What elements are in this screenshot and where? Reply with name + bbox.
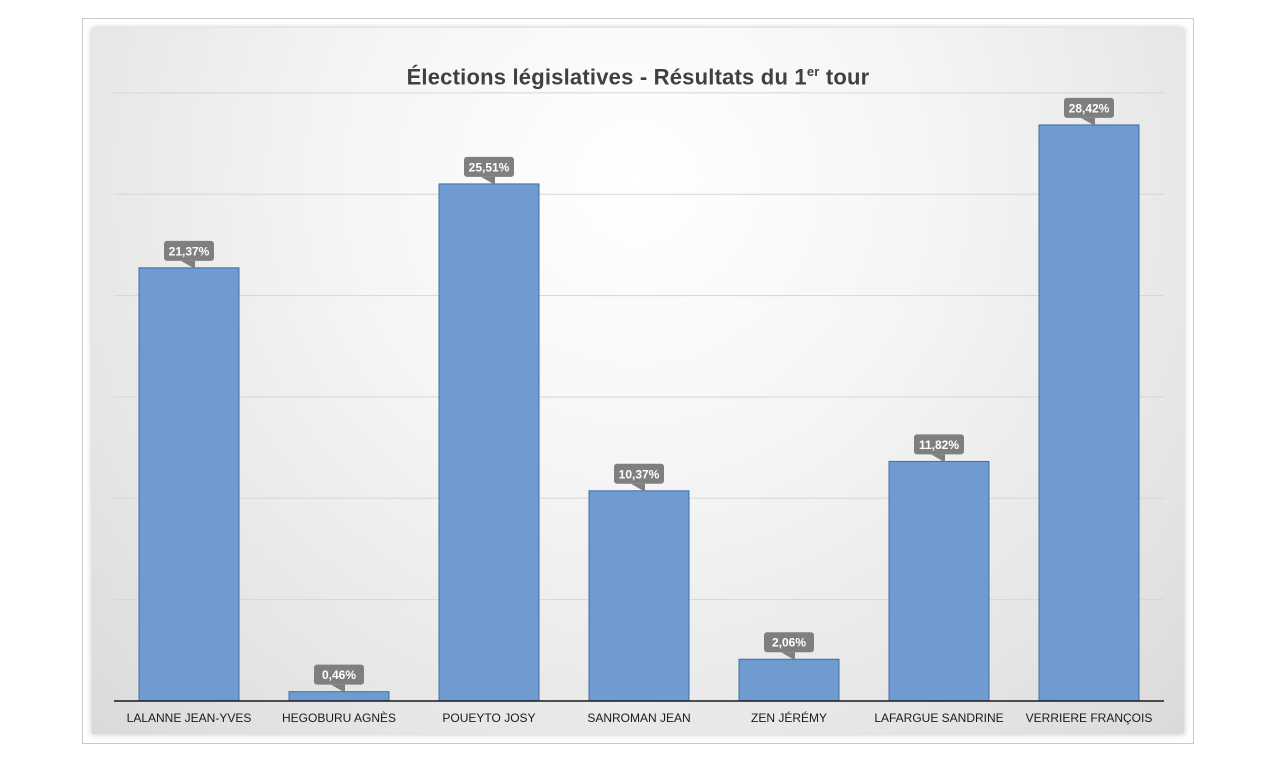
data-label-text: 10,37% [619,467,660,481]
bar [288,691,390,702]
chart-title: Élections législatives - Résultats du 1e… [92,64,1184,90]
data-label-box [764,632,814,653]
data-label-text: 11,82% [919,438,959,452]
data-label-text: 2,06% [772,636,806,650]
data-label-text: 21,37% [169,244,210,258]
data-label: 0,46% [314,664,364,693]
data-label-pointer [181,260,195,269]
x-tick-label: LALANNE JEAN-YVES [127,711,252,725]
x-tick-label: POUEYTO JOSY [442,711,535,725]
bar [1038,124,1140,702]
x-tick-label: VERRIERE FRANÇOIS [1026,711,1153,725]
bar [738,658,840,702]
bar [588,490,690,702]
data-label: 28,42% [1064,97,1114,126]
chart-title-end: tour [819,64,870,90]
data-label: 25,51% [464,156,514,185]
data-label-box [1064,97,1114,118]
x-tick-label: HEGOBURU AGNÈS [282,710,396,725]
x-tick-label: SANROMAN JEAN [587,711,690,725]
data-label-pointer [631,483,645,492]
x-tick-label: ZEN JÉRÉMY [751,710,827,725]
chart-title-main: Élections législatives - Résultats du 1 [406,64,807,90]
data-label-box [614,463,664,484]
data-label-text: 28,42% [1069,101,1110,115]
data-label-box [914,434,964,455]
data-label-box [464,156,514,177]
data-label-text: 25,51% [469,160,510,174]
bars [138,124,1140,702]
x-tick-labels: LALANNE JEAN-YVES HEGOBURU AGNÈS POUEYTO J… [127,710,1153,725]
data-label-text: 0,46% [322,668,356,682]
data-label: 10,37% [614,463,664,492]
bar [888,460,990,702]
chart-title-superscript: er [806,64,820,79]
data-label: 21,37% [164,240,214,269]
data-labels: 21,37% 0,46% 25,51% 10,37% 2,06% 11,82% 28,42% [164,97,1114,693]
data-label-pointer [481,176,495,185]
data-label-pointer [931,454,945,463]
x-tick-label: LAFARGUE SANDRINE [874,711,1003,725]
bar [438,183,540,702]
data-label-pointer [1081,117,1095,126]
data-label: 2,06% [764,632,814,661]
data-label: 11,82% [914,434,964,463]
data-label-box [164,240,214,261]
data-label-pointer [781,652,795,661]
data-label-box [314,664,364,685]
data-label-pointer [331,684,345,693]
bar [138,267,240,702]
